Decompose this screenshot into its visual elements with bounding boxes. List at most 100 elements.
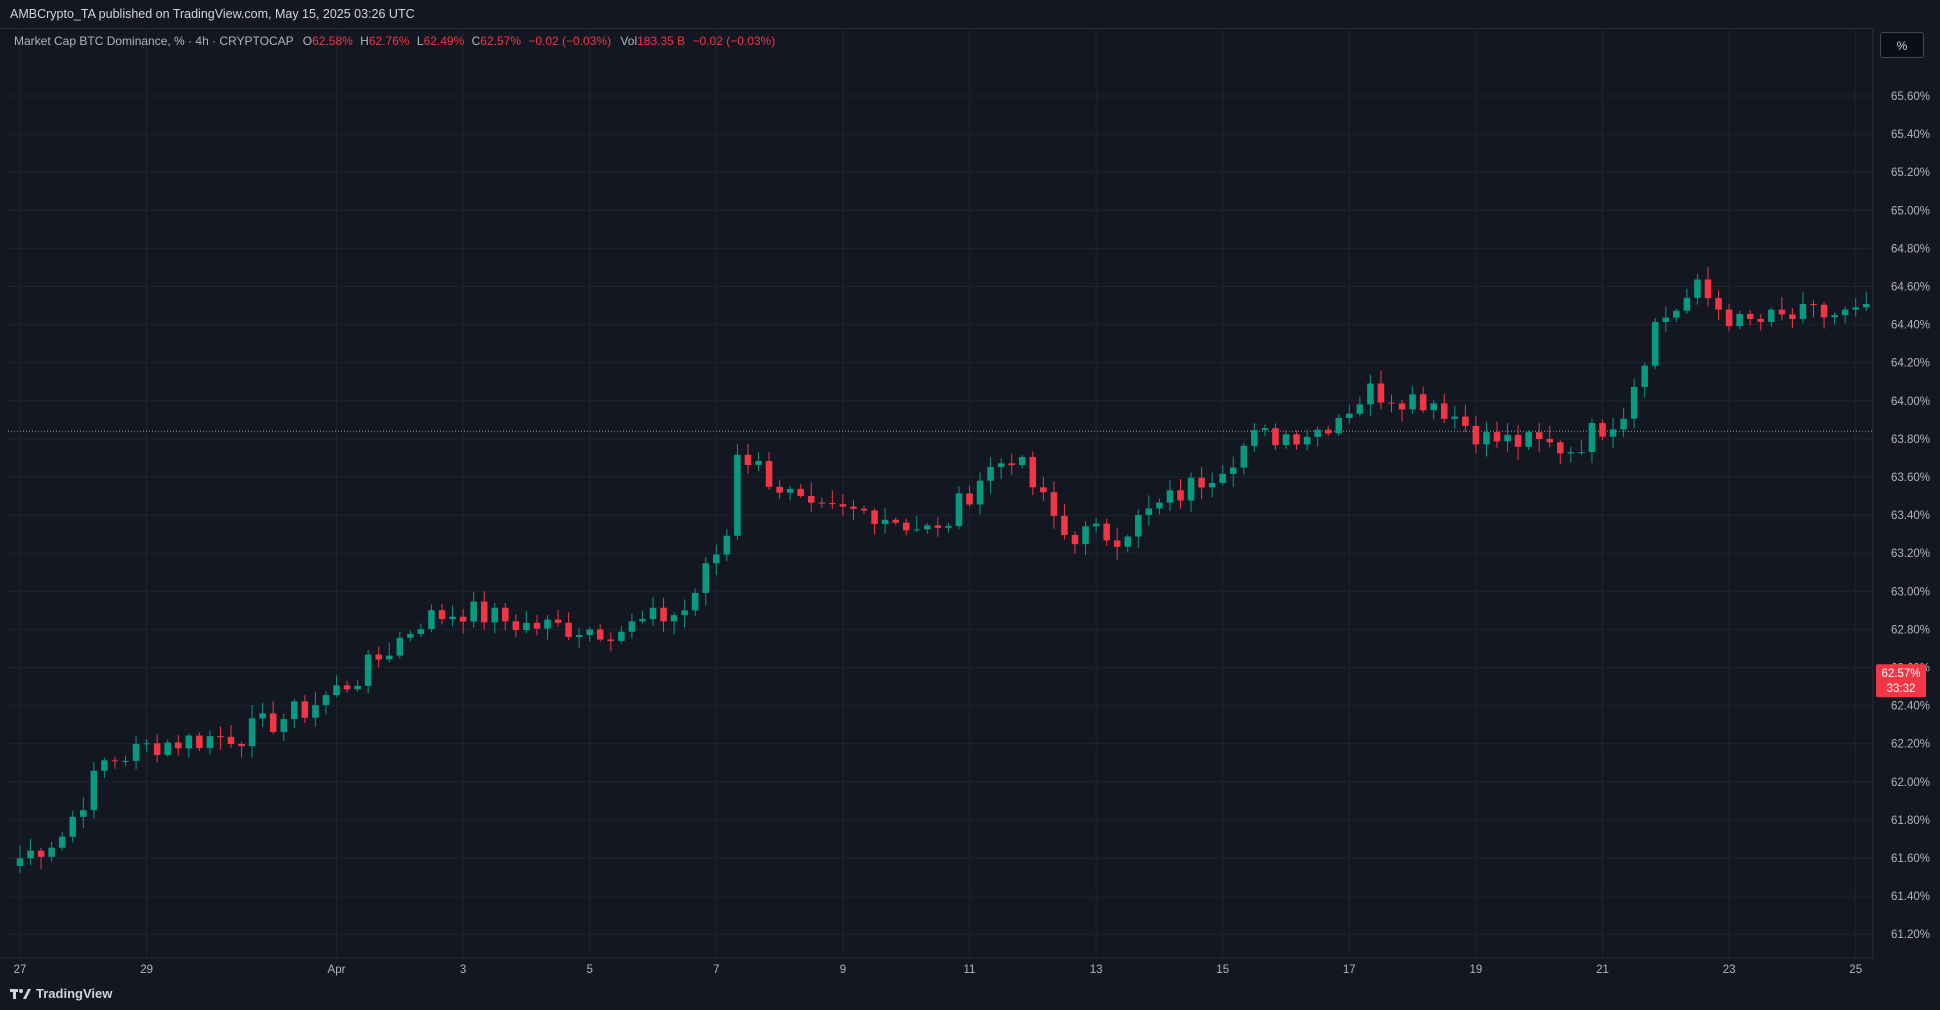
candle — [1651, 318, 1659, 370]
candle — [428, 604, 435, 633]
candle-body — [132, 743, 140, 761]
x-tick-label: 5 — [586, 964, 592, 976]
candle — [1567, 447, 1575, 463]
candle — [987, 457, 994, 494]
candle-body — [1198, 477, 1205, 488]
candle — [1346, 405, 1353, 424]
candle-body — [1208, 482, 1216, 488]
candle-body — [1008, 463, 1015, 466]
candle-body — [713, 554, 720, 564]
candle — [649, 596, 657, 626]
candle-body — [1145, 508, 1153, 516]
candle-body — [892, 519, 899, 523]
candle — [544, 615, 551, 640]
legend-change: −0.02 (−0.03%) — [528, 34, 612, 48]
candle — [596, 624, 604, 642]
candle — [691, 588, 699, 616]
candlestick-chart[interactable]: 63.84% 61.20% 61.40% 61.60% 61.80% 62.00% 62.… — [0, 28, 1940, 979]
candle-body — [1630, 386, 1638, 419]
chart-pane[interactable]: 63.84% 61.20% 61.40% 61.60% 61.80% 62.00% 62.… — [0, 28, 1940, 979]
candle — [1862, 291, 1870, 312]
candle — [1166, 480, 1174, 511]
candle-body — [417, 629, 425, 634]
candle-body — [1451, 416, 1459, 419]
candle-body — [639, 619, 646, 622]
x-tick-label: 27 — [14, 964, 27, 976]
candle — [997, 457, 1005, 480]
candle-body — [924, 525, 931, 530]
y-tick-label: 65.60% — [1891, 91, 1930, 103]
candle — [1535, 423, 1543, 453]
y-tick-label: 64.40% — [1891, 320, 1930, 332]
candle — [132, 735, 140, 770]
legend-low-label: L — [416, 34, 424, 48]
candle — [1029, 451, 1037, 495]
candle — [1451, 405, 1459, 429]
candle — [312, 692, 319, 727]
candle — [1578, 439, 1585, 456]
candle-body — [902, 522, 910, 531]
candle-body — [1240, 445, 1248, 468]
candle — [1704, 267, 1712, 307]
candle — [1514, 424, 1522, 460]
tradingview-logo-text: TradingView — [36, 986, 113, 1001]
candle — [1398, 399, 1406, 422]
candle-body — [480, 601, 488, 623]
candle — [755, 452, 762, 471]
candle-body — [1272, 428, 1279, 446]
candle-body — [428, 610, 435, 630]
candle-body — [1029, 457, 1037, 488]
candle-body — [976, 480, 984, 505]
x-tick-label: 3 — [460, 964, 466, 976]
candle — [1156, 498, 1163, 515]
candle — [512, 614, 520, 638]
candle-body — [1778, 309, 1786, 315]
candle-body — [1493, 432, 1501, 442]
candle — [164, 739, 171, 757]
x-tick-label: 15 — [1216, 964, 1229, 976]
candle-body — [681, 610, 688, 616]
last-price-label: 62.57% — [1881, 668, 1920, 680]
candle — [945, 522, 952, 533]
candle — [1620, 407, 1627, 437]
y-tick-label: 62.00% — [1891, 777, 1930, 789]
candle — [1092, 517, 1100, 533]
y-tick-label: 62.40% — [1891, 701, 1930, 713]
candle-body — [818, 502, 826, 504]
candle-body — [850, 506, 857, 509]
candle-body — [1725, 309, 1733, 327]
candle-body — [755, 460, 762, 465]
candle — [765, 451, 773, 490]
x-tick-label: 9 — [840, 964, 846, 976]
candle-body — [122, 760, 129, 762]
candle — [1493, 421, 1501, 448]
candle — [660, 597, 667, 633]
legend-symbol: Market Cap BTC Dominance, % · 4h · CRYPT… — [14, 34, 294, 48]
legend-low-value: 62.49% — [423, 34, 465, 48]
candle-body — [206, 736, 214, 749]
candle-body — [1736, 313, 1743, 327]
x-tick-label: 29 — [140, 964, 153, 976]
candle — [48, 841, 55, 862]
candle-body — [1757, 318, 1765, 322]
candle-body — [586, 629, 593, 636]
time-axis: 2729Apr357911131517192123252729May357911… — [0, 957, 1873, 976]
candle — [1040, 476, 1047, 501]
candle-body — [1082, 526, 1089, 545]
x-tick-label: 25 — [1849, 964, 1862, 976]
candle-body — [470, 601, 477, 622]
candle-body — [1356, 404, 1364, 414]
candle — [1820, 301, 1828, 329]
x-tick-label: 11 — [964, 964, 976, 976]
tradingview-logo[interactable]: TradingView — [10, 986, 112, 1001]
legend-volume-value: 183.35 B — [637, 34, 686, 48]
candle — [385, 642, 393, 663]
candle-body — [955, 493, 963, 527]
candle-body — [1820, 304, 1828, 318]
candle — [902, 518, 910, 536]
candle-body — [1135, 515, 1142, 537]
candle-body — [1673, 310, 1680, 318]
candle-body — [1113, 540, 1121, 547]
percent-scale-button[interactable]: % — [1880, 32, 1924, 58]
candle-body — [987, 467, 994, 481]
